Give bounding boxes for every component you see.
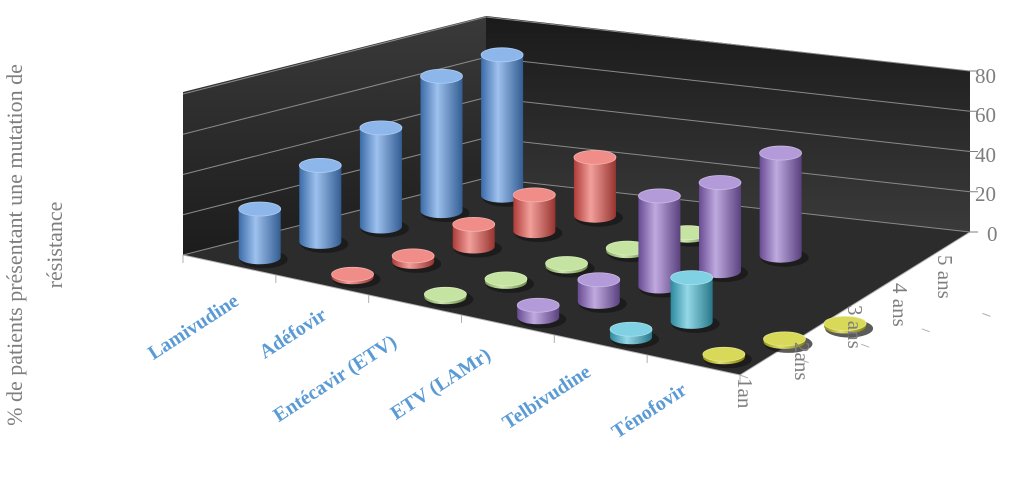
bar-0-0 [238,201,288,269]
gridline-right [485,16,971,72]
bar-top [391,248,435,264]
category-label-tenofovir: Ténofovir [608,379,691,444]
bar-body [420,76,463,219]
gridline-left [182,16,487,95]
bar-top [823,316,867,331]
bar-1-1 [391,248,442,273]
bar-top [670,270,714,286]
bar-body [577,279,620,309]
bar-body [238,209,281,265]
cylinders [238,47,874,369]
gridline-right [485,97,971,152]
bar-1-0 [331,266,381,289]
y-tick-label: 80 [975,64,996,88]
bar-top [516,297,560,313]
bar-1-4 [573,149,623,227]
bar-0-2 [359,120,409,238]
depth-tick-mark [739,374,749,379]
bar-top [480,47,524,63]
bar-body [670,277,713,329]
bar-top [298,158,342,173]
bar-top [420,68,463,84]
depth-tick-mark [921,328,930,333]
y-tick-label: 60 [975,103,996,127]
depth-label-3ans: 3 ans [843,305,867,349]
bar-0-4 [480,47,531,207]
bar-top [573,149,617,165]
category-label-telbivudine: Telbivudine [499,361,595,434]
category-ticks [182,255,741,383]
bar-4-0 [609,321,660,349]
y-axis-title-line2: résistance [42,202,67,289]
depth-tick-mark [800,359,809,364]
depth-label-2ans: 2ans [790,342,814,381]
y-tick-label: 40 [975,143,996,167]
bar-top [763,331,806,347]
depth-label-5ans: 5 ans [933,255,957,299]
category-label-lamivudine: Lamivudine [144,290,243,365]
bar-5-0 [702,346,752,369]
category-label-etv-lamr: ETV (LAMr) [387,344,495,425]
bar-0-3 [420,68,470,223]
y-tick-label: 20 [975,182,996,206]
bar-body [759,153,802,263]
bar-2-2 [545,256,595,278]
bar-top [484,271,528,287]
bar-body [299,165,342,249]
bar-body [513,194,556,239]
depth-ticks [739,312,991,379]
bar-top [331,266,374,282]
y-tick-label: 0 [987,222,998,246]
bar-2-0 [423,286,474,309]
bar-3-0 [516,297,567,329]
bar-top [238,201,282,217]
bar-5-2 [823,316,874,338]
bar-body [359,127,402,234]
bar-3-1 [577,272,627,313]
bar-body [573,157,616,223]
bar-top [545,256,588,271]
bar-3-4 [759,145,809,267]
bar-1-2 [452,216,502,258]
category-label-adefovir: Adéfovir [255,304,330,364]
bar-body [699,182,742,279]
gridline-right [485,137,971,193]
bar-top [702,346,746,362]
bar-top [359,120,403,136]
depth-label-4ans: 4 ans [888,283,912,327]
bar-2-1 [484,271,534,293]
bar-top [609,321,653,337]
y-axis-title-line1: % de patients présentant une mutation de [2,64,27,426]
bar-top [638,188,681,204]
bar-top [423,286,467,302]
gridline-right [485,56,971,112]
bar-top [512,187,556,203]
bar-top [759,145,803,161]
depth-tick-mark [982,312,991,317]
bar-top [698,175,742,190]
bar-top [452,216,496,232]
bar-top [577,272,621,288]
bar-3-3 [698,175,749,283]
bar-0-1 [298,158,349,253]
bar-body [481,54,524,203]
depth-tick-mark [861,343,870,348]
bar-1-3 [512,187,563,243]
depth-label-1an: 1an [733,378,757,409]
bar-body [452,224,495,254]
bar-body [638,195,681,294]
bar-5-1 [763,331,813,353]
bar-4-1 [670,270,720,333]
